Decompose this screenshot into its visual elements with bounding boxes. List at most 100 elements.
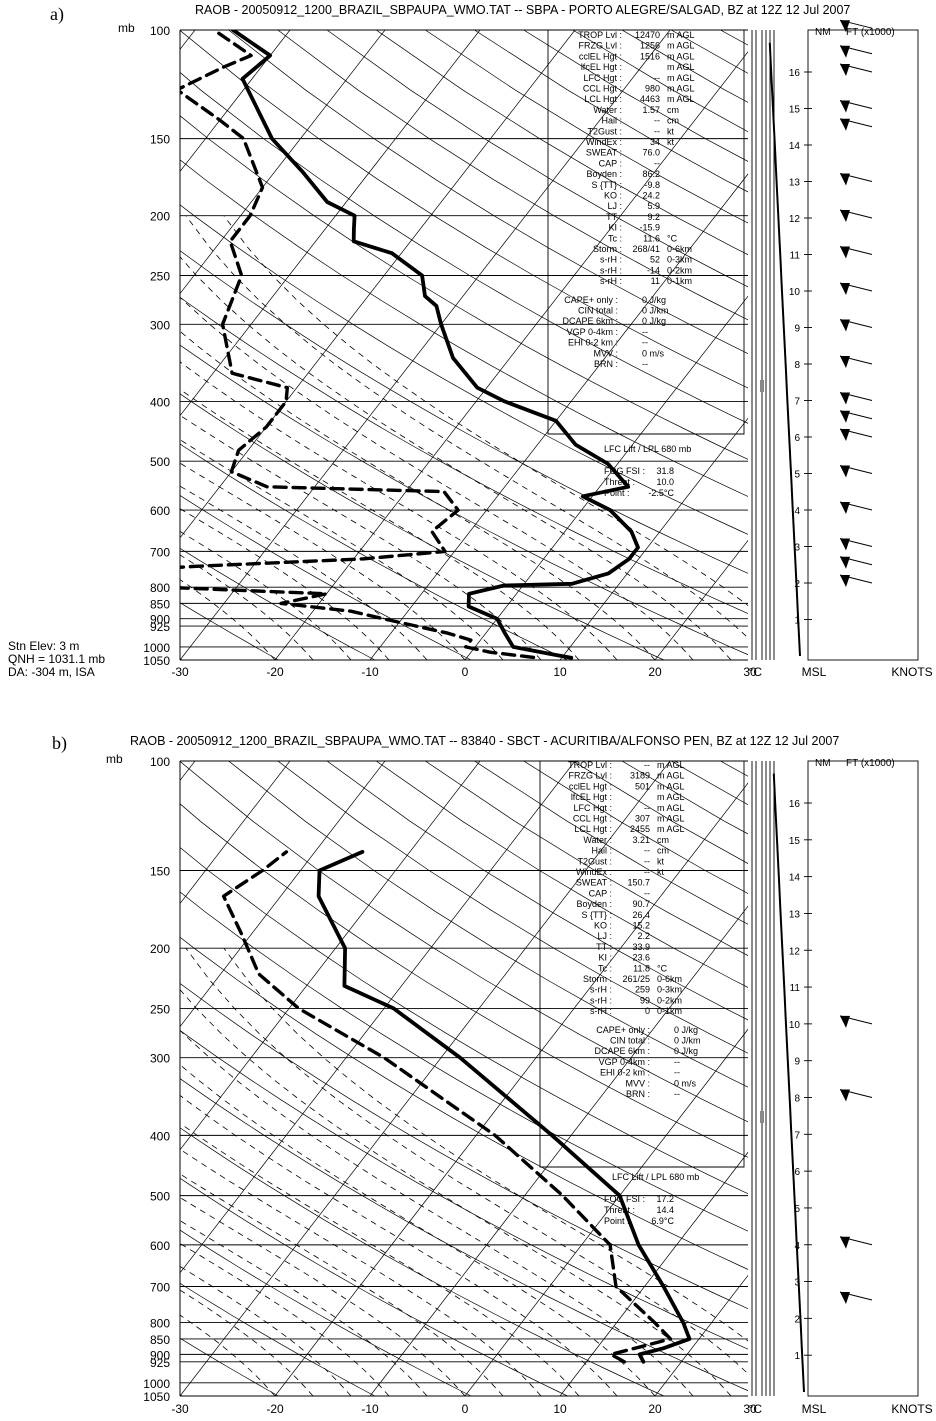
altitude-tick-label: 3	[794, 1278, 800, 1289]
index-label: Water :	[583, 835, 612, 845]
dry-adiabat	[180, 1229, 472, 1396]
index-label: DCAPE 6km :	[594, 1046, 650, 1056]
index-unit: 0-3km	[667, 255, 692, 265]
index-label: TROP Lvl :	[568, 760, 612, 770]
index-unit: m AGL	[667, 51, 695, 61]
index-label: lfcEL Hgt :	[581, 62, 622, 72]
index-value: -9.8	[644, 180, 660, 190]
temperature-tick-label: 10	[553, 1402, 567, 1416]
index-label: LFC Hgt :	[583, 73, 622, 83]
index-unit: 0-6km	[667, 244, 692, 254]
pressure-tick-label: 400	[150, 395, 170, 409]
altitude-tick-label: 5	[794, 470, 800, 481]
index-value: 52	[650, 255, 660, 265]
indices-box	[547, 30, 745, 435]
index-unit: m AGL	[667, 84, 695, 94]
index-label: lfcEL Hgt :	[571, 792, 612, 802]
index-label: S {TT} :	[581, 910, 612, 920]
index-unit: m AGL	[667, 41, 695, 51]
index-label: VGP 0-4km :	[567, 327, 618, 337]
isotherm	[274, 782, 748, 1396]
moist-adiabat	[180, 485, 428, 660]
index-value: 5.9	[647, 201, 660, 211]
index-unit: m AGL	[667, 30, 695, 40]
pressure-tick-label: 100	[150, 755, 170, 769]
pressure-tick-label: 700	[150, 1281, 170, 1295]
index-label: cclEL Hgt :	[569, 781, 612, 791]
wind-barb	[839, 392, 873, 405]
altitude-tick-label: 6	[794, 433, 800, 444]
index-value: 0 m/s	[642, 348, 665, 358]
altitude-tick-label: 13	[789, 178, 801, 189]
fog-value: 31.8	[656, 466, 674, 476]
index-unit: m AGL	[667, 73, 695, 83]
index-unit: 0-1km	[657, 1006, 682, 1016]
index-label: FRZG Lvl :	[568, 771, 612, 781]
index-unit: cm	[667, 116, 679, 126]
dry-adiabat	[474, 30, 748, 193]
altitude-tick-label: 3	[794, 543, 800, 554]
barb-flag	[840, 502, 850, 514]
pressure-tick-label: 1050	[143, 1390, 170, 1404]
dry-adiabat	[277, 30, 748, 321]
dry-adiabat	[180, 803, 748, 1158]
index-value: -15.9	[639, 223, 660, 233]
index-unit: °C	[667, 233, 678, 243]
index-label: Boyden :	[586, 169, 622, 179]
index-unit: m AGL	[657, 803, 685, 813]
index-label: KI :	[608, 223, 622, 233]
index-label: CIN total :	[578, 306, 618, 316]
barb-flag	[840, 429, 850, 441]
barb-flag	[840, 465, 850, 478]
dry-adiabat	[180, 1337, 279, 1396]
index-unit: m AGL	[657, 771, 685, 781]
sounding-panel-b: RAOB - 20050912_1200_BRAZIL_SBPAUPA_WMO.…	[52, 733, 933, 1416]
index-label: T2Gust :	[577, 856, 612, 866]
pressure-tick-label: 400	[150, 1129, 170, 1143]
index-label: TT :	[606, 212, 622, 222]
index-label: DCAPE 6km :	[562, 316, 618, 326]
index-label: CCL Hgt :	[583, 84, 622, 94]
temperature-trace	[316, 850, 692, 1364]
dry-adiabat	[180, 71, 748, 424]
wind-barb	[839, 556, 873, 569]
barb-flag	[840, 1015, 850, 1028]
wind-barb	[839, 319, 873, 332]
altitude-tick-label: 8	[794, 1094, 800, 1105]
index-value: --	[644, 760, 650, 770]
moist-adiabat	[180, 1148, 542, 1396]
barb-flag	[840, 173, 850, 186]
isotherm	[464, 295, 748, 660]
moist-adiabat	[180, 579, 276, 660]
index-label: Tc :	[608, 233, 622, 243]
pressure-tick-label: 600	[150, 504, 170, 518]
barb-flag	[840, 319, 850, 332]
dry-adiabat	[180, 1177, 568, 1396]
index-label: MVV :	[625, 1078, 650, 1088]
index-label: s-rH :	[600, 265, 622, 275]
dry-adiabat	[180, 847, 748, 1195]
index-label: Water :	[593, 105, 622, 115]
moist-adiabat	[180, 296, 694, 660]
temperature-tick-label: 30	[743, 665, 757, 679]
pressure-tick-label: 500	[150, 455, 170, 469]
fog-value: 6.9°C	[651, 1216, 674, 1226]
moist-adiabat	[180, 508, 390, 660]
temperature-unit-label: °C	[749, 665, 763, 679]
index-label: cclEL Hgt :	[579, 51, 622, 61]
index-value: 0 J/kg	[674, 1046, 698, 1056]
pressure-tick-label: 1000	[143, 1377, 170, 1391]
index-unit: 0-1km	[667, 276, 692, 286]
index-label: LCL Hgt :	[584, 94, 622, 104]
index-value: -14	[647, 265, 660, 275]
index-value: 3.21	[632, 835, 650, 845]
index-label: CAPE+ only :	[564, 295, 618, 305]
dry-adiabat	[180, 494, 472, 660]
index-value: 1.57	[642, 105, 660, 115]
moist-adiabat	[180, 1029, 694, 1396]
moist-adiabat	[180, 361, 618, 660]
index-value: 99	[640, 995, 650, 1005]
temperature-tick-label: 20	[648, 665, 662, 679]
dry-adiabat	[621, 761, 748, 835]
